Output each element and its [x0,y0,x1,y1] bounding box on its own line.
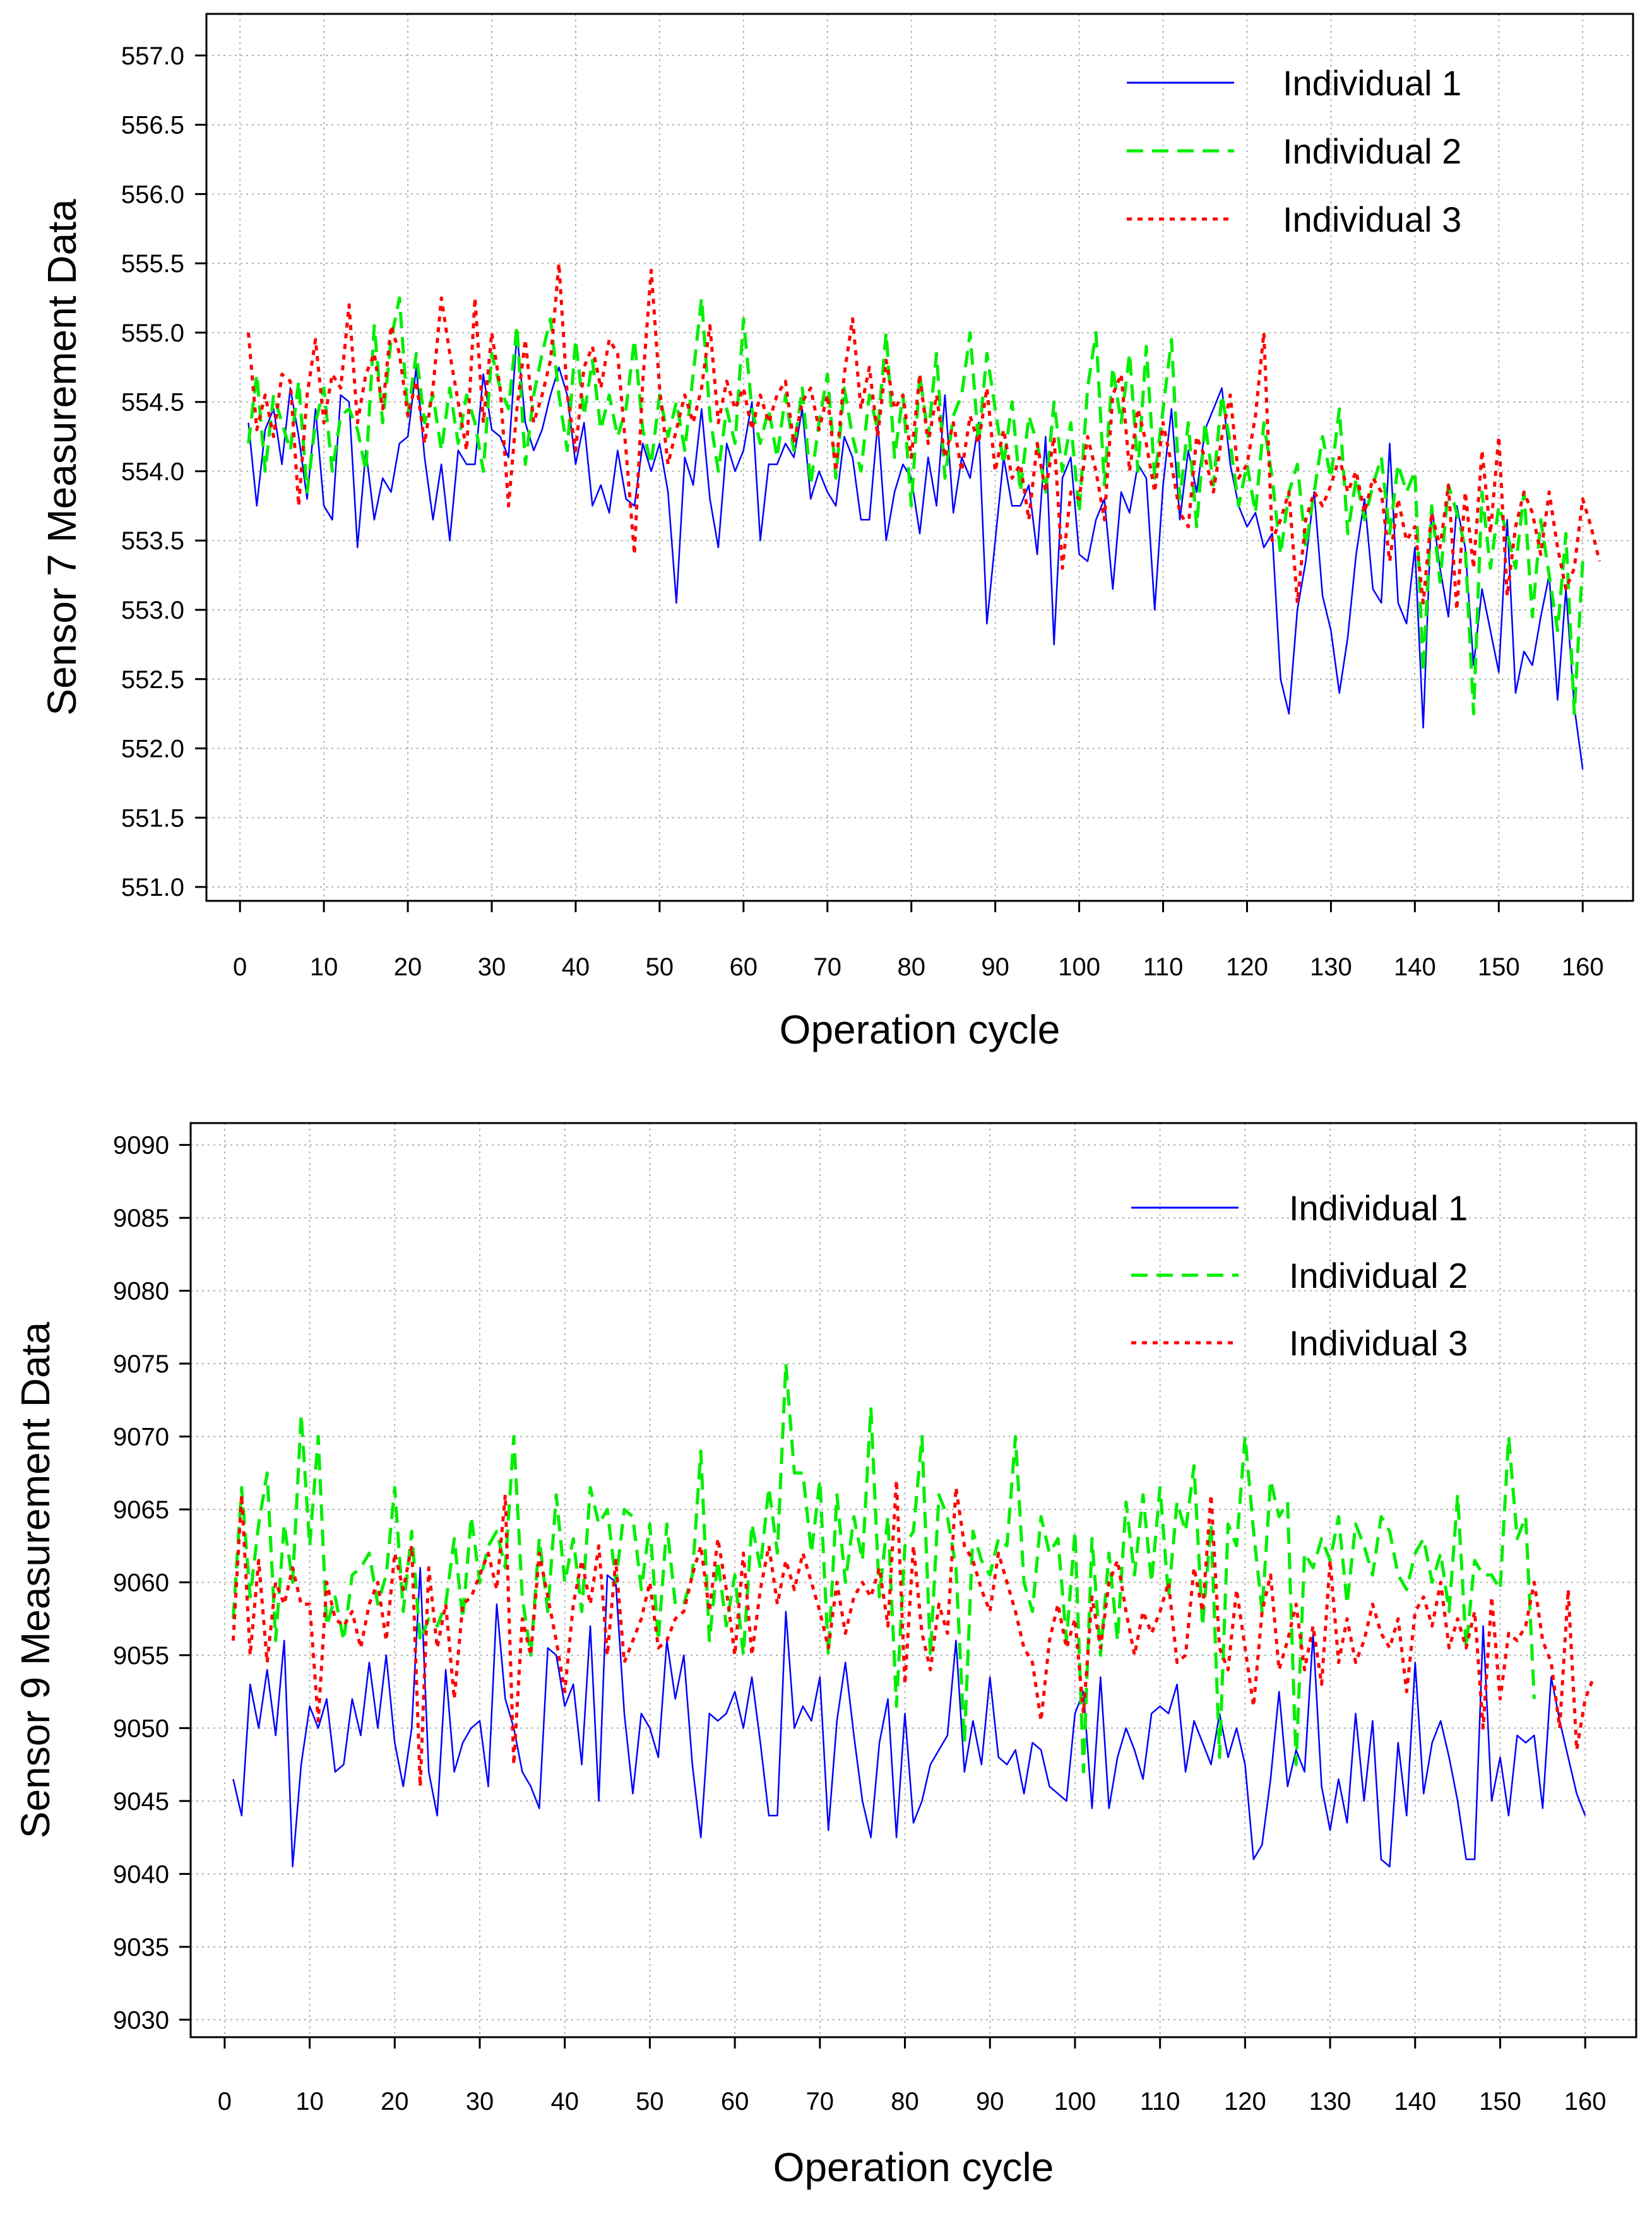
sensor-9-chart: 0 10 20 30 40 50 60 70 80 90 100 110 120 130 140 150 160… [0,1109,1652,2219]
chart2-y-tick-label: 9035 [113,1934,169,1961]
chart2-x-tick-label: 90 [976,2088,1004,2115]
chart2-x-tick-label: 140 [1394,2088,1436,2115]
chart2-x-tick-label: 40 [550,2088,579,2115]
chart1-y-tick-label: 556.0 [121,181,184,208]
chart1-plot-frame [205,13,1634,902]
chart2-y-tick-label: 9045 [113,1788,169,1816]
chart1-y-tick-label: 554.0 [121,458,184,485]
chart2-x-tick-label: 60 [721,2088,749,2115]
sensor-7-chart: 0 10 20 30 40 50 60 70 80 90 100 110 120 130 140 150 160… [0,0,1652,1109]
chart2-plot-area [191,1123,1636,2037]
chart1-x-tick-label: 10 [310,953,338,981]
chart1-x-tick-label: 100 [1058,953,1100,981]
chart1-y-tick-label: 552.5 [121,666,184,694]
chart1-x-tick-label: 160 [1562,953,1604,981]
chart2-x-tick-label: 100 [1054,2088,1096,2115]
chart1-legend-label-1: Individual 1 [1283,63,1461,103]
chart2-legend-label-2: Individual 2 [1289,1256,1468,1295]
chart1-x-tick-label: 150 [1478,953,1520,981]
chart1-y-tick-label: 554.5 [121,389,184,417]
chart1-series-line-1 [247,331,1584,770]
chart1-x-tick-label: 140 [1394,953,1436,981]
chart2-y-tick-label: 9050 [113,1715,169,1742]
chart2-x-tick-label: 160 [1564,2088,1607,2115]
chart1-x-tick-label: 110 [1143,953,1184,981]
chart1-legend: Individual 1 Individual 2 Individual 3 [1127,63,1461,239]
chart1-series-line-3 [247,261,1601,612]
chart2-x-tick-label: 80 [891,2088,919,2115]
chart2-y-tick-label: 9075 [113,1350,169,1378]
chart1-x-tick-label: 70 [814,953,842,981]
chart1-y-tick-label: 552.0 [121,735,184,763]
chart1-y-tick-label: 553.5 [121,527,184,555]
chart1-y-tick-label: 553.0 [121,597,184,624]
chart2-y-tick-label: 9085 [113,1205,169,1232]
chart2-y-tick-label: 9060 [113,1569,169,1597]
chart1-y-axis-title: Sensor 7 Measurement Data [39,199,85,716]
chart2-y-axis-title: Sensor 9 Measurement Data [13,1322,58,1839]
chart2-legend-label-1: Individual 1 [1289,1188,1468,1228]
chart1-x-tick-label: 40 [562,953,590,981]
chart2-y-tick-label: 9040 [113,1860,169,1888]
chart1-y-tick-label: 551.5 [121,804,184,832]
chart2-y-tick-label: 9090 [113,1132,169,1160]
chart1-x-tick-label: 80 [897,953,925,981]
chart2-series-line-1 [232,1567,1586,1868]
chart2-ticks: 0 10 20 30 40 50 60 70 80 90 100 110 120 130 140 150 160… [113,1132,1607,2115]
chart1-y-tick-label: 555.5 [121,250,184,278]
chart1-x-tick-label: 20 [394,953,422,981]
chart1-y-tick-label: 551.0 [121,874,184,901]
chart1-legend-label-2: Individual 2 [1283,131,1461,171]
chart2-legend: Individual 1 Individual 2 Individual 3 [1131,1188,1468,1363]
chart2-x-tick-label: 130 [1309,2088,1352,2115]
chart2-series-line-2 [231,1362,1536,1774]
chart1-plot-area [206,14,1633,901]
chart1-series [247,261,1601,770]
chart1-x-tick-label: 0 [233,953,247,981]
chart2-x-tick-label: 20 [381,2088,409,2115]
chart2-x-tick-label: 50 [636,2088,664,2115]
chart2-gridlines [191,1123,1636,2037]
chart1-x-tick-label: 120 [1226,953,1268,981]
chart2-x-tick-label: 0 [218,2088,232,2115]
chart2-series [231,1362,1595,1868]
chart2-x-axis-title: Operation cycle [773,2145,1054,2190]
chart2-y-tick-label: 9055 [113,1642,169,1670]
chart2-x-tick-label: 10 [295,2088,324,2115]
chart2-x-tick-label: 70 [806,2088,835,2115]
chart1-x-tick-label: 90 [981,953,1009,981]
chart1-y-tick-label: 557.0 [121,42,184,70]
chart1-y-tick-label: 555.0 [121,319,184,347]
chart2-y-tick-label: 9080 [113,1278,169,1306]
chart2-y-tick-label: 9030 [113,2006,169,2034]
chart2-y-tick-label: 9070 [113,1424,169,1451]
chart1-legend-label-3: Individual 3 [1283,199,1461,239]
chart1-x-tick-label: 130 [1310,953,1352,981]
chart1-x-tick-label: 30 [478,953,506,981]
chart1-y-tick-label: 556.5 [121,112,184,140]
chart2-y-tick-label: 9065 [113,1496,169,1524]
chart2-x-tick-label: 110 [1140,2088,1180,2115]
chart2-legend-label-3: Individual 3 [1289,1323,1468,1363]
chart1-x-axis-title: Operation cycle [780,1007,1061,1052]
chart2-x-tick-label: 120 [1224,2088,1266,2115]
sensor-9-chart-svg: 0 10 20 30 40 50 60 70 80 90 100 110 120 130 140 150 160… [13,1122,1637,2190]
sensor-7-chart-svg: 0 10 20 30 40 50 60 70 80 90 100 110 120 130 140 150 160… [39,13,1634,1052]
chart1-ticks: 0 10 20 30 40 50 60 70 80 90 100 110 120 130 140 150 160… [121,42,1604,981]
chart2-x-tick-label: 30 [466,2088,494,2115]
chart1-x-tick-label: 60 [730,953,758,981]
chart2-x-tick-label: 150 [1479,2088,1521,2115]
chart2-plot-frame [189,1122,1637,2038]
chart1-x-tick-label: 50 [646,953,674,981]
